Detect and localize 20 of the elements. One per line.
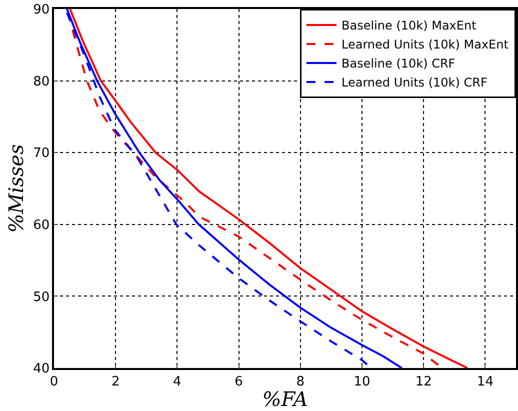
x-tick-label: 14 [476, 374, 494, 390]
y-tick-label: 80 [33, 74, 50, 90]
x-tick-label: 8 [296, 374, 305, 390]
y-tick-label: 60 [33, 218, 50, 233]
x-tick-label: 6 [234, 374, 243, 390]
x-tick-label: 4 [173, 374, 182, 390]
x-tick-label: 0 [50, 374, 58, 390]
x-axis-title: %FA [262, 387, 308, 411]
x-tick-label: 10 [354, 374, 370, 390]
legend-label: Learned Units (10k) CRF [342, 76, 488, 90]
y-tick-label: 90 [33, 2, 50, 18]
legend-label: Baseline (10k) CRF [342, 56, 456, 71]
legend-label: Baseline (10k) MaxEnt [342, 18, 477, 33]
y-axis-title: %Misses [4, 144, 28, 233]
y-tick-label: 40 [33, 362, 50, 377]
y-tick-label: 70 [33, 146, 50, 162]
y-tick-label: 50 [33, 290, 50, 305]
legend-label: Learned Units (10k) MaxEnt [342, 38, 509, 52]
x-tick-label: 2 [111, 374, 120, 390]
x-tick-label: 12 [415, 374, 432, 390]
